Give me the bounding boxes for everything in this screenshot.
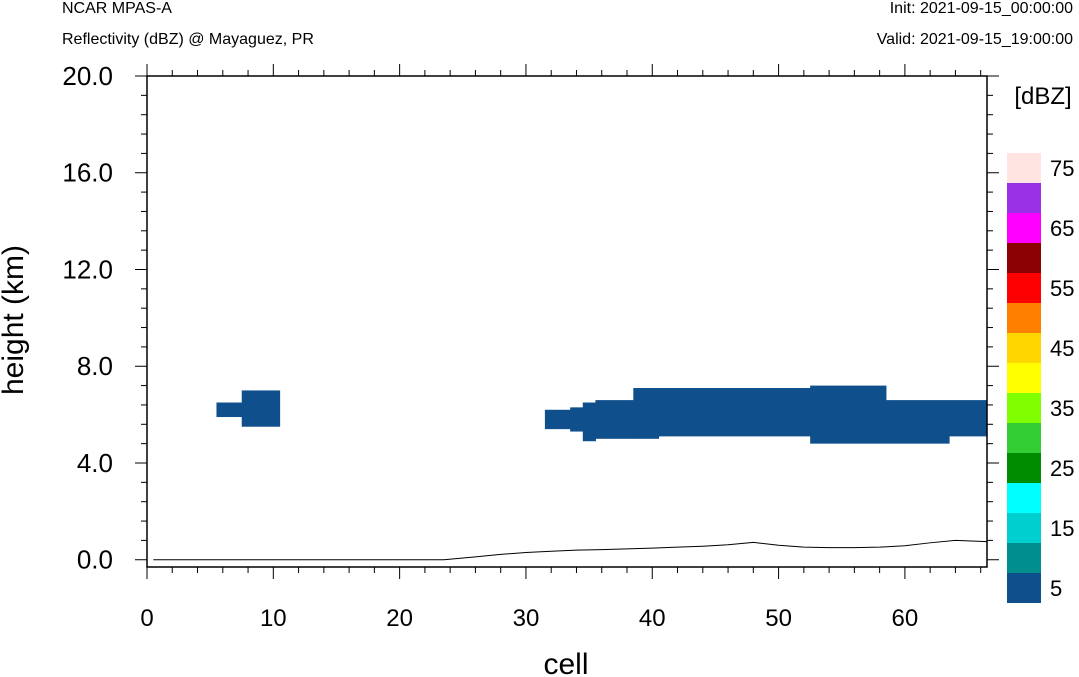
colorbar-swatch bbox=[1007, 453, 1041, 483]
colorbar-tick-label: 65 bbox=[1050, 216, 1074, 241]
x-tick-label: 10 bbox=[260, 605, 287, 632]
terrain-line bbox=[153, 539, 988, 561]
valid-time: Valid: 2021-09-15_19:00:00 bbox=[876, 31, 1073, 48]
init-time: Init: 2021-09-15_00:00:00 bbox=[889, 0, 1073, 17]
reflectivity-region-1 bbox=[241, 390, 281, 427]
colorbar-swatch bbox=[1007, 303, 1041, 333]
reflectivity-region-4 bbox=[582, 402, 596, 442]
x-axis: 0 10 20 30 40 50 60 bbox=[140, 64, 982, 632]
reflectivity-region-8 bbox=[759, 388, 811, 437]
reflectivity-region-11 bbox=[949, 400, 988, 437]
colorbar-tick-label: 15 bbox=[1050, 516, 1074, 541]
colorbar-tick-label: 55 bbox=[1050, 276, 1074, 301]
reflectivity-region-2 bbox=[544, 409, 571, 430]
model-title: NCAR MPAS-A bbox=[62, 0, 172, 17]
colorbar-swatch bbox=[1007, 543, 1041, 573]
x-tick-label: 60 bbox=[892, 605, 919, 632]
plot-border bbox=[146, 75, 988, 568]
colorbar-swatch bbox=[1007, 153, 1041, 183]
x-tick-label: 40 bbox=[639, 605, 666, 632]
colorbar-tick-label: 75 bbox=[1050, 156, 1074, 181]
y-tick-label: 16.0 bbox=[62, 158, 113, 188]
colorbar-tick-label: 25 bbox=[1050, 456, 1074, 481]
y-tick-label: 8.0 bbox=[77, 351, 113, 381]
colorbar-swatch bbox=[1007, 393, 1041, 423]
reflectivity-regions bbox=[216, 385, 988, 444]
x-tick-label: 0 bbox=[140, 605, 153, 632]
colorbar-swatch bbox=[1007, 273, 1041, 303]
colorbar-swatch bbox=[1007, 363, 1041, 393]
x-tick-label: 50 bbox=[765, 605, 792, 632]
y-tick-label: 12.0 bbox=[62, 254, 113, 284]
terrain-polyline bbox=[153, 539, 988, 561]
y-axis-label: height (km) bbox=[0, 245, 30, 395]
colorbar-tick-label: 45 bbox=[1050, 336, 1074, 361]
plot-frame bbox=[146, 75, 988, 568]
x-tick-label: 30 bbox=[513, 605, 540, 632]
reflectivity-region-7 bbox=[658, 388, 761, 437]
x-tick-label: 20 bbox=[386, 605, 413, 632]
y-tick-label: 4.0 bbox=[77, 448, 113, 478]
colorbar-swatch bbox=[1007, 243, 1041, 273]
y-tick-label: 0.0 bbox=[77, 545, 113, 575]
reflectivity-region-0 bbox=[216, 402, 243, 418]
y-axis: 0.0 4.0 8.0 12.0 16.0 20.0 bbox=[62, 61, 999, 575]
reflectivity-region-6 bbox=[633, 388, 660, 439]
colorbar-swatch bbox=[1007, 483, 1041, 513]
colorbar-swatch bbox=[1007, 573, 1041, 603]
colorbar-units-label: [dBZ] bbox=[1014, 83, 1071, 110]
reflectivity-region-10 bbox=[885, 400, 950, 444]
colorbar-swatch bbox=[1007, 213, 1041, 243]
colorbar-swatch bbox=[1007, 513, 1041, 543]
reflectivity-region-3 bbox=[570, 407, 584, 432]
colorbar-swatch bbox=[1007, 333, 1041, 363]
colorbar-tick-label: 35 bbox=[1050, 396, 1074, 421]
reflectivity-region-9 bbox=[810, 385, 887, 444]
reflectivity-region-5 bbox=[595, 400, 634, 439]
colorbar-swatch bbox=[1007, 423, 1041, 453]
colorbar: 5 15 25 35 45 55 65 75 bbox=[1007, 153, 1074, 603]
colorbar-tick-label: 5 bbox=[1050, 576, 1062, 601]
colorbar-swatch bbox=[1007, 183, 1041, 213]
field-title: Reflectivity (dBZ) @ Mayaguez, PR bbox=[62, 31, 314, 48]
y-tick-label: 20.0 bbox=[62, 61, 113, 91]
x-axis-label: cell bbox=[543, 648, 588, 677]
